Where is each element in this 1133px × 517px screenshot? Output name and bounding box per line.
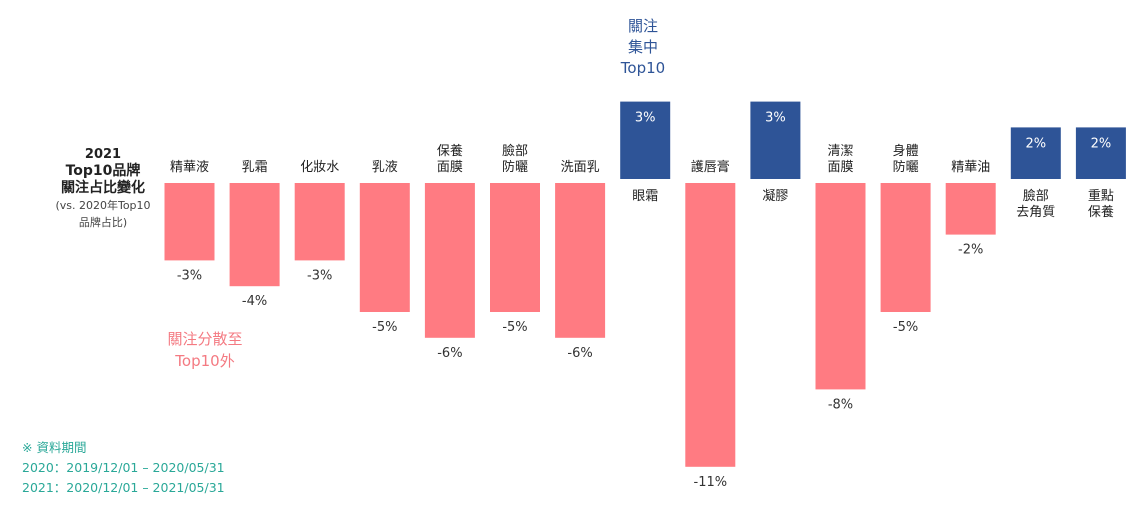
value-label-10: 3% xyxy=(765,111,786,126)
category-label-6-line2: 防曬 xyxy=(502,159,528,175)
positive-annotation-line3: Top10 xyxy=(620,59,666,77)
data-period-note: ※ 資料期間 2020：2019/12/01 – 2020/05/31 2021… xyxy=(22,438,225,498)
bar-7 xyxy=(555,183,606,338)
data-period-2020: 2020：2019/12/01 – 2020/05/31 xyxy=(22,460,225,475)
category-label-14-line1: 臉部 xyxy=(1023,189,1049,204)
positive-annotation-line2: 集中 xyxy=(627,38,658,56)
value-label-11: -8% xyxy=(828,397,853,412)
bar-11 xyxy=(815,183,866,390)
category-label-15-line1: 重點 xyxy=(1088,188,1114,204)
category-label-11-line2: 面膜 xyxy=(827,160,853,175)
category-label-11-line1: 清潔 xyxy=(827,144,853,159)
category-label-7: 洗面乳 xyxy=(561,160,600,175)
value-label-1: -3% xyxy=(177,268,202,283)
bar-6 xyxy=(490,183,540,312)
value-label-12: -5% xyxy=(893,320,918,335)
value-label-13: -2% xyxy=(958,243,983,258)
bar-5 xyxy=(424,183,475,338)
category-label-8: 眼霜 xyxy=(632,189,658,204)
value-label-14: 2% xyxy=(1025,136,1046,151)
value-label-2: -4% xyxy=(242,294,267,309)
category-label-2: 乳霜 xyxy=(242,160,268,175)
bar-9 xyxy=(685,183,736,467)
positive-annotation-line1: 關注 xyxy=(627,17,658,35)
chart-title: 2021 Top10品牌 關注占比變化 (vs. 2020年Top10 品牌占比… xyxy=(38,146,168,231)
category-label-13: 精華油 xyxy=(951,160,990,175)
value-label-8: 3% xyxy=(635,111,656,126)
category-label-5-line1: 保養 xyxy=(437,143,463,159)
data-period-2021: 2021：2020/12/01 – 2021/05/31 xyxy=(22,480,225,495)
bar-15 xyxy=(1075,127,1126,179)
bar-12 xyxy=(880,183,931,312)
title-main: 關注占比變化 xyxy=(61,180,145,196)
value-label-15: 2% xyxy=(1091,136,1112,151)
positive-annotation: 關注 集中 Top10 xyxy=(597,16,689,79)
category-label-9: 護唇膏 xyxy=(691,159,730,175)
category-label-3: 化妝水 xyxy=(300,160,339,175)
value-label-4: -5% xyxy=(372,320,397,335)
title-year: 2021 xyxy=(84,147,122,162)
value-label-9: -11% xyxy=(694,475,728,490)
value-label-5: -6% xyxy=(437,346,462,361)
category-label-10: 凝膠 xyxy=(762,188,788,204)
bar-4 xyxy=(359,183,410,312)
bar-14 xyxy=(1010,127,1061,179)
category-label-14-line2: 去角質 xyxy=(1016,205,1055,220)
category-label-6-line1: 臉部 xyxy=(502,144,528,159)
category-label-1: 精華液 xyxy=(170,160,209,175)
title-top10: Top10品牌 xyxy=(65,163,141,179)
bar-13 xyxy=(945,183,996,235)
value-label-3: -3% xyxy=(307,268,332,283)
bar-1 xyxy=(164,183,215,261)
value-label-7: -6% xyxy=(567,346,592,361)
subtitle-share: 品牌占比) xyxy=(78,216,128,229)
category-label-4: 乳液 xyxy=(372,160,398,175)
bar-8 xyxy=(620,101,671,179)
negative-annotation: 關注分散至 Top10外 xyxy=(150,328,260,372)
category-label-5-line2: 面膜 xyxy=(437,160,463,175)
data-period-heading: ※ 資料期間 xyxy=(22,440,87,455)
category-label-12-line1: 身體 xyxy=(893,143,919,159)
bar-3 xyxy=(294,183,345,261)
bar-10 xyxy=(750,101,801,179)
subtitle-compare: (vs. 2020年Top10 xyxy=(55,199,151,212)
category-label-15-line2: 保養 xyxy=(1088,204,1114,220)
bar-2 xyxy=(229,183,280,287)
value-label-6: -5% xyxy=(502,320,527,335)
negative-annotation-line2: Top10外 xyxy=(175,352,235,370)
category-label-12-line2: 防曬 xyxy=(893,159,919,175)
negative-annotation-line1: 關注分散至 xyxy=(167,330,243,348)
